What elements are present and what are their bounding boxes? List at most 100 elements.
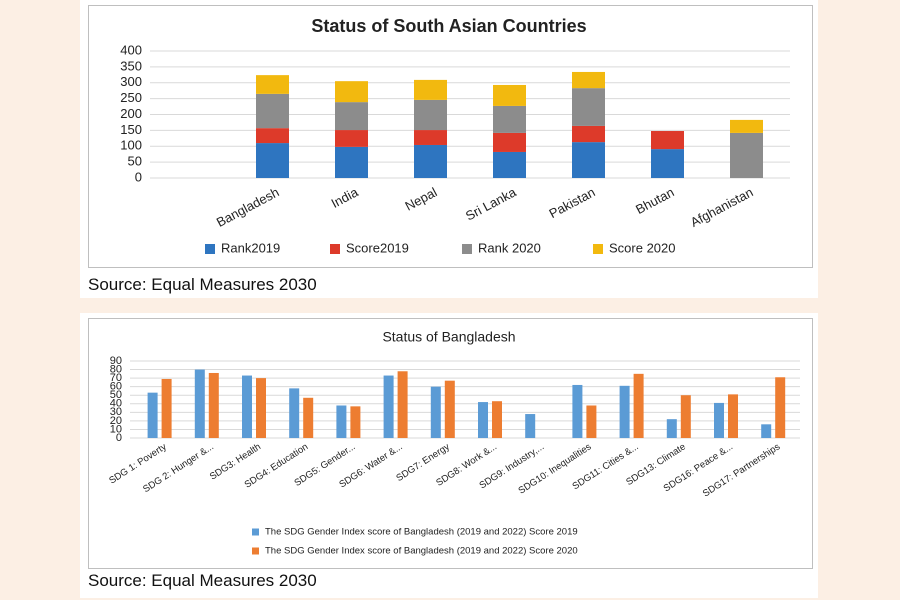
bar [666,419,677,438]
bar-segment [572,71,605,89]
bar-segment [572,88,605,126]
bar [350,406,361,438]
chart-title: Status of South Asian Countries [311,16,586,36]
bar [633,373,644,438]
y-tick-label: 20 [110,415,122,427]
bar [289,388,300,438]
bar [256,378,266,438]
x-tick-label: SDG17: Partnerships [701,441,782,499]
y-tick-label: 100 [120,138,142,153]
bar-segment [572,125,605,143]
y-tick-label: 250 [120,90,142,105]
y-tick-label: 30 [110,406,122,418]
bar [147,392,158,438]
panel: Status of Bangladesh 0 10 20 30 40 50 60 70 80 90 S… [80,313,818,598]
bar-segment [414,99,447,131]
bar [572,384,583,438]
y-tick-label: 400 [120,42,142,57]
source: Source: Equal Measures 2030 [88,571,317,590]
bar-segment [493,151,526,178]
x-tick-label: India [329,184,362,211]
bar-segment [335,81,368,103]
y-tick-label: 0 [116,432,122,444]
legend-swatch [252,547,259,555]
y-tick-label: 0 [135,169,142,184]
legend-swatch [252,528,259,536]
y-tick-label: 40 [110,398,122,410]
bar-segment [256,128,289,144]
y-tick-label: 300 [120,74,142,89]
panel: Status of South Asian Countries 0 50 100 150… [80,0,818,298]
bar-segment [414,79,447,100]
bar-segment [651,131,684,150]
y-tick-label: 200 [120,106,142,121]
bar [680,395,691,438]
bar-segment [414,130,447,145]
bar [478,402,488,438]
legend-label: Score 2020 [609,240,676,255]
chart: Status of South Asian Countries 050100150… [120,16,790,255]
bar-segment [335,130,368,147]
bar-segment [651,149,684,178]
x-tick-label: Afghanistan [688,184,756,229]
legend-label: Rank2019 [221,240,280,255]
legend-label: Rank 2020 [478,240,541,255]
chart-frame [88,318,813,569]
bar [161,378,172,438]
bar-segment [335,146,368,178]
x-tick-label: Sri Lanka [463,184,519,223]
chart-title: Status of Bangladesh [382,329,515,345]
bar [492,401,502,438]
y-tick-label: 350 [120,58,142,73]
bar-segment [493,84,526,106]
bar [714,402,724,438]
bar [194,369,205,438]
bar-segment [414,144,447,178]
bar [397,371,408,438]
legend-label: The SDG Gender Index score of Bangladesh… [265,527,578,538]
y-tick-label: 150 [120,122,142,137]
bar [242,375,252,438]
legend-label: Score2019 [346,240,409,255]
bar [336,405,347,438]
x-tick-label: Bangladesh [214,184,282,229]
y-tick-label: 60 [110,381,122,393]
bar-segment [335,102,368,131]
y-tick-label: 50 [110,389,122,401]
legend-swatch [205,244,215,254]
y-tick-label: 90 [110,355,122,367]
bar [303,397,314,438]
bar-segment [256,75,289,94]
x-tick-label: Nepal [402,184,439,213]
bar [208,372,219,438]
y-tick-label: 50 [128,154,142,169]
legend-label: The SDG Gender Index score of Bangladesh… [265,546,578,557]
bar [775,377,786,438]
bar-segment [493,105,526,133]
bar [619,385,630,438]
legend-swatch [593,244,603,254]
y-tick-label: 70 [110,372,122,384]
bar [430,386,441,438]
bar-segment [493,132,526,152]
bar [728,394,738,438]
bar [525,414,536,438]
bar-segment [730,132,763,178]
source: Source: Equal Measures 2030 [88,275,317,294]
bar-segment [256,143,289,178]
bar-segment [730,119,763,133]
legend-swatch [330,244,340,254]
bar-segment [256,93,289,129]
bar [444,380,455,438]
x-tick-label: Pakistan [546,184,597,221]
legend-swatch [462,244,472,254]
y-tick-label: 80 [110,363,122,375]
bar [383,375,394,438]
chart-frame [88,5,813,268]
bar [586,405,597,438]
x-tick-label: Bhutan [633,184,676,217]
y-tick-label: 10 [110,423,122,435]
bar [761,424,772,438]
